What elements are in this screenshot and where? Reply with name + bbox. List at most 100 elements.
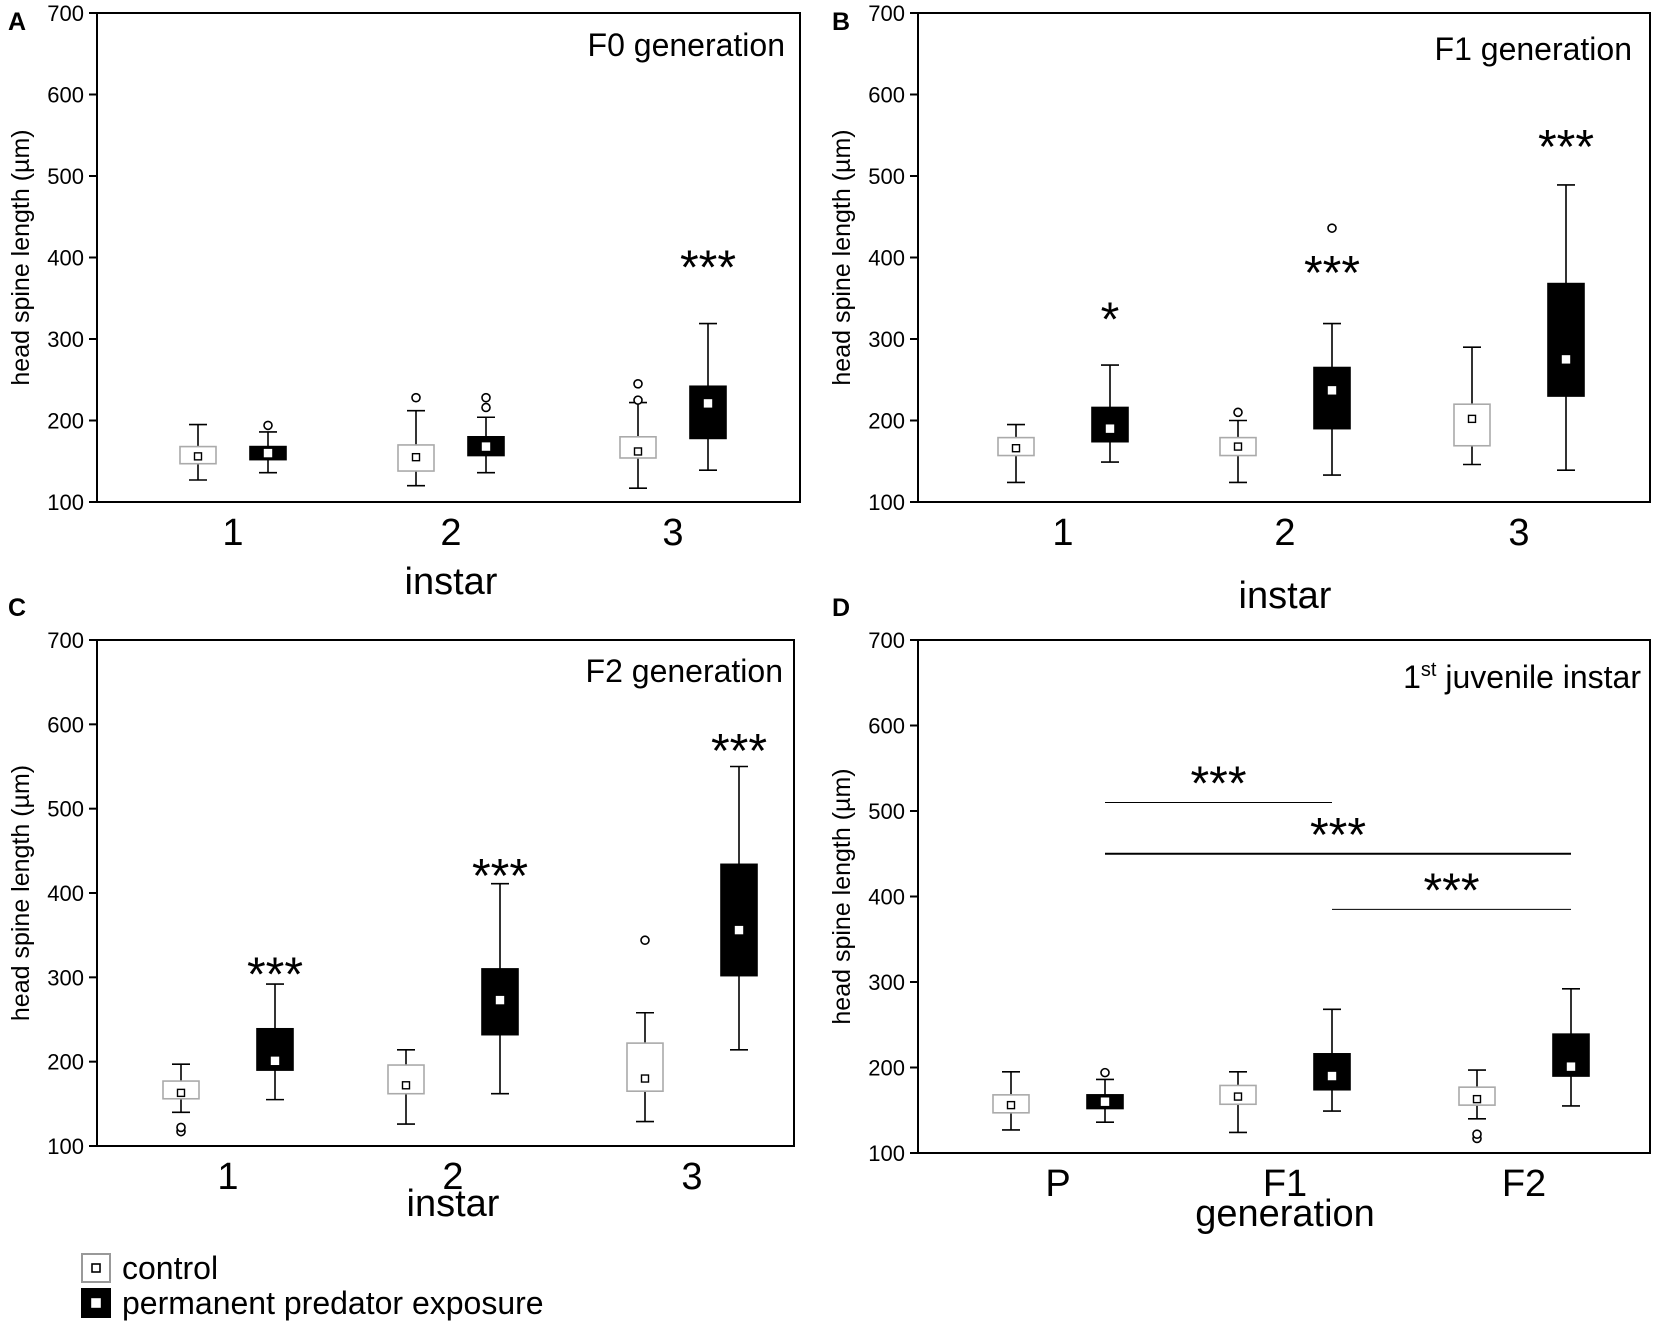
box-iqr [720,863,758,977]
median-marker [633,447,643,456]
outlier-point [633,395,643,405]
x-tick-label: 2 [440,512,461,554]
control-box [619,379,657,489]
box-iqr [1547,282,1585,397]
box-iqr [1313,1053,1351,1091]
box-iqr [481,968,519,1036]
y-tick-label: 400 [47,881,84,906]
median-marker [1472,1094,1482,1104]
significance-stars: * [1101,294,1120,347]
legend-swatch-center [91,1298,101,1308]
y-tick-label: 400 [868,885,905,910]
y-tick-label: 100 [868,1141,905,1166]
y-tick-label: 500 [47,164,84,189]
median-marker [1105,424,1115,433]
x-tick-label: F1 [1263,1163,1307,1205]
exposure-box [720,765,758,1051]
y-tick-label: 600 [47,712,84,737]
x-tick-label: 1 [222,512,243,554]
median-marker [270,1056,280,1066]
control-box [1219,1070,1257,1134]
significance-stars: *** [1304,247,1360,300]
control-box [992,1070,1030,1131]
y-tick-label: 500 [868,164,905,189]
y-tick-label: 300 [47,327,84,352]
x-tick-label: 2 [442,1156,463,1198]
box-iqr [1552,1033,1590,1077]
y-tick-label: 700 [47,1,84,26]
legend-label: permanent predator exposure [122,1285,544,1321]
significance-stars: *** [680,242,736,295]
panel-d: D 100 200 300 400 500 600 700 head spine length … [828,594,1651,1235]
y-tick-label: 200 [868,1056,905,1081]
median-marker [1467,414,1477,424]
median-marker [193,452,203,461]
median-marker [495,995,505,1005]
panel-b: B 100 200 300 400 500 600 700 head spine length … [828,1,1651,617]
title-ordinal: 1 [1403,659,1421,695]
outlier-point [640,935,650,946]
y-tick-label: 100 [868,490,905,515]
box-iqr [1313,366,1351,430]
plot-frame [917,639,1651,1154]
x-tick-label: 2 [1274,512,1295,554]
control-box [387,1049,425,1125]
box-iqr [1453,403,1491,447]
y-tick-label: 300 [868,970,905,995]
significance-stars: *** [472,850,528,903]
panel-letter: C [8,594,26,622]
y-tick-label: 200 [47,409,84,434]
panel-letter: D [832,594,850,622]
outlier-point [481,402,491,413]
median-marker [734,925,744,935]
outlier-point [1233,407,1243,418]
significance-stars: *** [711,725,767,778]
title-rest: juvenile instar [1436,659,1641,695]
box-iqr [626,1042,664,1092]
y-tick-label: 300 [47,965,84,990]
median-marker [481,442,491,451]
exposure-box [1313,223,1351,476]
median-marker [1566,1062,1576,1071]
y-tick-label: 200 [47,1050,84,1075]
median-marker [640,1074,650,1083]
exposure-box [1091,364,1129,463]
y-tick-label: 700 [868,1,905,26]
legend-item-control: control [81,1250,218,1286]
x-axis-label: instar [1239,575,1332,617]
exposure-box [1313,1008,1351,1112]
outlier-point [176,1122,186,1133]
y-axis-label: head spine length (µm) [7,129,35,385]
x-axis-label: instar [407,1183,500,1225]
control-box [1453,346,1491,466]
median-marker [1011,444,1021,453]
exposure-box [1086,1067,1124,1124]
y-tick-label: 200 [868,409,905,434]
outlier-point [1472,1129,1482,1139]
y-tick-label: 400 [868,246,905,271]
panel-title: F2 generation [586,653,783,689]
y-tick-label: 700 [868,628,905,653]
legend-swatch-center [91,1263,101,1273]
title-superscript: st [1421,659,1437,681]
box-iqr [256,1027,294,1071]
legend-label: control [122,1250,218,1286]
outlier-point [1327,223,1337,233]
y-tick-label: 600 [868,714,905,739]
bracket-stars: *** [1190,757,1246,810]
x-tick-label: 3 [1508,512,1529,554]
median-marker [703,399,713,408]
median-marker [1561,355,1571,364]
y-axis-label: head spine length (µm) [828,129,856,385]
y-axis-label: head spine length (µm) [7,765,35,1021]
exposure-box [481,882,519,1095]
box-iqr [689,385,727,440]
y-tick-label: 100 [47,490,84,515]
x-tick-label: 1 [217,1156,238,1198]
y-tick-label: 300 [868,327,905,352]
y-tick-label: 400 [47,246,84,271]
x-tick-label: 3 [681,1156,702,1198]
x-axis-label: generation [1195,1193,1375,1235]
y-axis-label: head spine length (µm) [828,768,856,1024]
